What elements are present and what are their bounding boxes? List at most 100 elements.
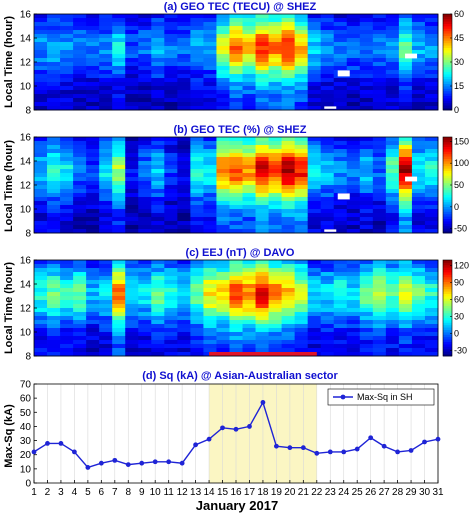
heatmap-cell	[346, 217, 361, 222]
colorbar-segment	[443, 351, 452, 354]
heatmap-cell	[73, 14, 87, 19]
x-tick-label: 4	[72, 487, 78, 498]
heatmap-cell	[73, 284, 87, 289]
heatmap-cell	[73, 54, 87, 59]
heatmap-cell	[164, 268, 178, 273]
heatmap-cell	[112, 260, 126, 265]
heatmap-cell	[294, 34, 309, 39]
heatmap-cell	[99, 94, 113, 99]
data-point	[395, 449, 400, 455]
heatmap-cell	[242, 54, 256, 59]
heatmap-cell	[320, 173, 335, 178]
heatmap-cell	[138, 30, 152, 35]
heatmap-cell	[268, 18, 283, 23]
heatmap-cell	[112, 141, 126, 146]
heatmap-cell	[229, 34, 243, 39]
heatmap-cell	[99, 137, 113, 142]
heatmap-cell	[294, 62, 309, 67]
colorbar-segment	[443, 66, 452, 70]
heatmap-cell	[242, 145, 256, 150]
heatmap-cell	[398, 165, 413, 170]
heatmap-cell	[60, 332, 74, 337]
heatmap-cell	[229, 86, 243, 91]
heatmap-cell	[73, 268, 87, 273]
heatmap-cell	[398, 62, 413, 67]
colorbar-tick-label: 30	[454, 57, 464, 67]
heatmap-cell	[242, 304, 256, 309]
heatmap-cell	[424, 328, 439, 333]
colorbar-segment	[443, 218, 452, 222]
heatmap-cell	[138, 340, 152, 345]
heatmap-cell	[398, 328, 413, 333]
heatmap-cell	[34, 264, 48, 269]
heatmap-cell	[34, 348, 48, 353]
heatmap-cell	[138, 229, 152, 234]
heatmap-cell	[307, 197, 322, 202]
heatmap-cell	[372, 94, 387, 99]
heatmap-cell	[190, 264, 204, 269]
heatmap-cell	[125, 280, 139, 285]
heatmap-cell	[398, 82, 413, 87]
heatmap-cell	[320, 169, 335, 174]
heatmap-cell	[73, 169, 87, 174]
heatmap-cell	[398, 292, 413, 297]
heatmap-cell	[86, 308, 100, 313]
heatmap-cell	[242, 106, 256, 111]
heatmap-cell	[125, 189, 139, 194]
heatmap-cell	[229, 300, 243, 305]
heatmap-cell	[125, 177, 139, 182]
heatmap-cell	[99, 197, 113, 202]
heatmap-cell	[125, 86, 139, 91]
heatmap-cell	[99, 280, 113, 285]
heatmap-cell	[164, 165, 178, 170]
heatmap-cell	[138, 352, 152, 357]
heatmap-cell	[294, 201, 309, 206]
heatmap-cell	[216, 62, 230, 67]
heatmap-cell	[307, 185, 322, 190]
heatmap-cell	[307, 149, 322, 154]
heatmap-cell	[294, 336, 309, 341]
panel-d-ylabel: Max-Sq (kA)	[3, 404, 15, 468]
heatmap-cell	[190, 181, 204, 186]
colorbar-segment	[443, 69, 452, 72]
heatmap-cell	[203, 340, 217, 345]
colorbar-segment	[443, 264, 452, 268]
heatmap-cell	[190, 205, 204, 210]
heatmap-cell	[216, 14, 230, 19]
heatmap-cell	[385, 292, 400, 297]
heatmap-cell	[385, 102, 400, 107]
heatmap-cell	[99, 14, 113, 19]
heatmap-cell	[346, 62, 361, 67]
heatmap-cell	[333, 316, 348, 321]
heatmap-cell	[281, 173, 296, 178]
heatmap-cell	[385, 280, 400, 285]
heatmap-cell	[359, 18, 374, 23]
heatmap-cell	[86, 177, 100, 182]
heatmap-cell	[112, 316, 126, 321]
heatmap-cell	[86, 86, 100, 91]
colorbar-segment	[443, 173, 452, 176]
heatmap-cell	[411, 324, 426, 329]
heatmap-cell	[151, 141, 165, 146]
heatmap-cell	[398, 34, 413, 39]
heatmap-cell	[125, 181, 139, 186]
heatmap-cell	[294, 193, 309, 198]
heatmap-cell	[34, 149, 48, 154]
heatmap-cell	[125, 304, 139, 309]
heatmap-cell	[216, 30, 230, 35]
heatmap-cell	[151, 58, 165, 63]
heatmap-cell	[125, 169, 139, 174]
heatmap-cell	[138, 58, 152, 63]
heatmap-cell	[203, 181, 217, 186]
x-tick-label: 12	[177, 487, 189, 498]
heatmap-cell	[255, 94, 269, 99]
data-gap	[405, 53, 418, 59]
heatmap-cell	[294, 264, 309, 269]
heatmap-cell	[190, 348, 204, 353]
heatmap-cell	[294, 177, 309, 182]
heatmap-cell	[125, 348, 139, 353]
data-point	[368, 435, 374, 441]
heatmap-cell	[294, 185, 309, 190]
heatmap-cell	[424, 54, 439, 59]
heatmap-cell	[385, 177, 400, 182]
